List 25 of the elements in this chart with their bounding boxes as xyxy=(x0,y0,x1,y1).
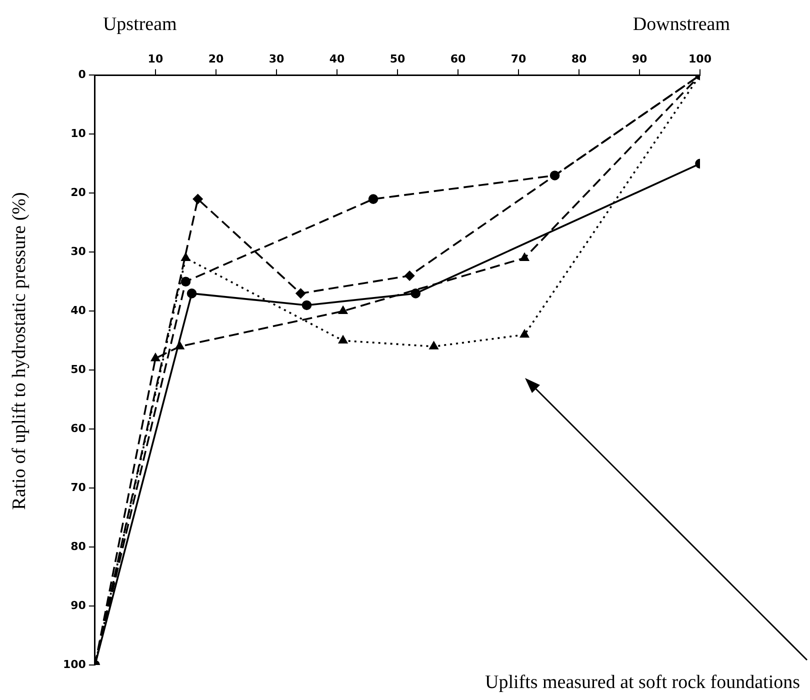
x-tick-label: 60 xyxy=(450,52,466,66)
y-tick-label: 0 xyxy=(78,68,86,82)
y-tick-label: 80 xyxy=(70,540,86,553)
y-tick-label: 100 xyxy=(62,658,86,671)
x-tick-label: 20 xyxy=(208,52,224,66)
text: Downstream xyxy=(632,14,730,35)
x-tick-label: 30 xyxy=(268,52,284,66)
x-tick-label: 80 xyxy=(571,52,587,66)
x-tick-label: 50 xyxy=(390,52,406,66)
y-tick-label: 10 xyxy=(70,127,86,140)
y-tick-label: 30 xyxy=(70,245,86,258)
y-axis-title: Ratio of uplift to hydrostatic pressure (%) xyxy=(9,191,31,512)
text: Uplifts measured at soft rock foundations xyxy=(484,672,800,693)
y-tick-label: 60 xyxy=(70,422,86,435)
x-tick-label: 40 xyxy=(329,52,345,66)
y-tick-label: 70 xyxy=(70,480,86,494)
y-tick-label: 20 xyxy=(70,186,86,200)
y-tick-label: 40 xyxy=(70,304,86,317)
x-tick-label: 10 xyxy=(148,52,164,66)
y-tick-label: 90 xyxy=(70,598,86,612)
y-tick-label: 50 xyxy=(70,362,86,376)
text: Upstream xyxy=(102,14,178,35)
x-tick-label: 70 xyxy=(510,52,526,66)
x-tick-label: 100 xyxy=(688,52,712,66)
x-tick-label: 90 xyxy=(632,52,648,66)
